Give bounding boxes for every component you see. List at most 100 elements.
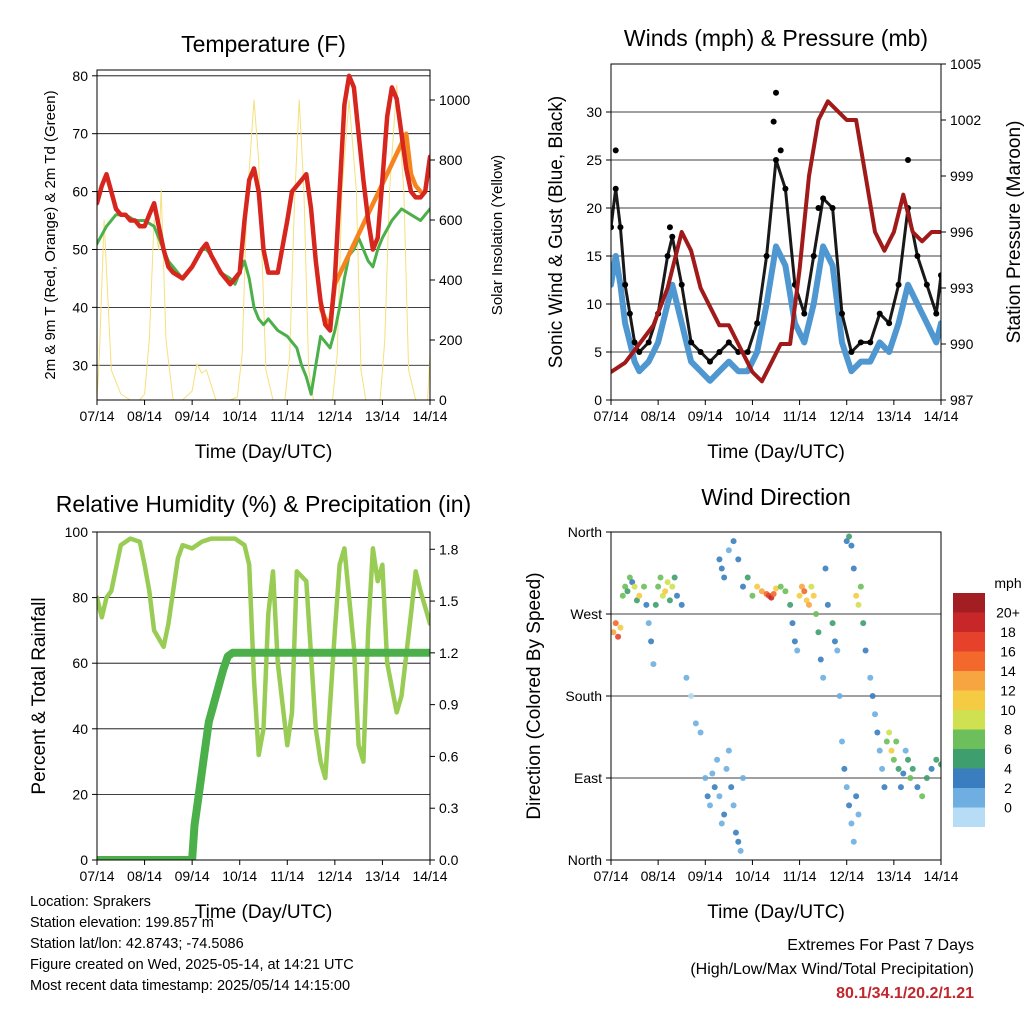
wind_direction-xtick-label: 13/14 <box>876 868 911 884</box>
direction-point <box>806 601 812 608</box>
wind_direction-ytick-label: North <box>568 524 602 540</box>
extremes-values: 80.1/34.1/20.2/1.21 <box>836 985 974 1002</box>
wind_direction-xtick-label: 07/14 <box>593 868 628 884</box>
direction-point <box>737 847 744 854</box>
direction-point <box>829 620 836 627</box>
direction-point <box>683 674 690 681</box>
winds-ytick-right-label: 987 <box>950 392 974 408</box>
direction-point <box>928 765 935 772</box>
direction-point <box>895 765 902 772</box>
direction-point <box>744 574 751 581</box>
legend-label: 16 <box>1000 644 1016 660</box>
wind_direction-xtick-label: 09/14 <box>688 868 723 884</box>
direction-point <box>624 588 631 595</box>
direction-point <box>860 620 867 627</box>
direction-point <box>629 579 636 586</box>
winds-series-pressure <box>611 99 941 384</box>
legend-swatch <box>953 788 985 808</box>
winds-xtick-label: 13/14 <box>876 408 911 424</box>
gust-max-point <box>905 157 911 163</box>
direction-point <box>836 693 843 699</box>
temperature-frame <box>96 69 431 401</box>
legend-label: 14 <box>1000 663 1016 679</box>
direction-point <box>801 588 808 595</box>
direction-point <box>641 583 647 590</box>
direction-point <box>846 802 853 809</box>
legend-label: 8 <box>1004 722 1012 738</box>
direction-point <box>831 638 838 645</box>
direction-point <box>645 620 652 627</box>
direction-point <box>626 574 633 581</box>
direction-point <box>782 588 789 595</box>
direction-point <box>615 633 622 640</box>
temperature-ytick-label: 80 <box>72 68 88 84</box>
legend-swatch <box>953 632 985 652</box>
temperature-series-solar <box>97 84 430 400</box>
winds-xlabel: Time (Day/UTC) <box>707 442 845 463</box>
temperature-ylabel-right: Solar Insolation (Yellow) <box>489 155 506 315</box>
humidity-series-precip <box>97 648 430 860</box>
direction-point <box>914 784 921 791</box>
temperature-ytick-label: 30 <box>72 357 88 373</box>
humidity-xtick-label: 09/14 <box>175 868 210 884</box>
direction-point <box>822 565 829 572</box>
temperature-chart: Temperature (F)3040506070800200400600800… <box>42 31 506 463</box>
gust-max-point <box>666 224 673 231</box>
direction-point <box>770 590 777 597</box>
humidity-ytick-right-label: 0.0 <box>439 852 459 868</box>
winds-ytick-right-label: 996 <box>950 224 974 240</box>
winds-ytick-label: 0 <box>594 392 602 408</box>
humidity-ytick-label: 60 <box>72 655 88 671</box>
direction-point <box>725 547 732 554</box>
direction-point <box>636 592 643 599</box>
temperature-xtick-label: 13/14 <box>365 408 400 424</box>
direction-point <box>735 556 742 563</box>
legend-label: 10 <box>1000 702 1016 718</box>
humidity-ytick-label: 80 <box>72 590 88 606</box>
direction-point <box>855 811 862 818</box>
direction-point <box>749 592 756 599</box>
direction-point <box>655 583 662 590</box>
direction-point <box>857 583 864 590</box>
winds-chart: Winds (mph) & Pressure (mb) 0 5 10 15 20 25 30 9… <box>546 25 1024 463</box>
humidity-ytick-right-label: 0.6 <box>439 748 459 764</box>
direction-point <box>716 556 723 563</box>
gust-max-point <box>770 118 777 125</box>
winds-xtick-label: 08/14 <box>641 408 676 424</box>
direction-point <box>843 538 850 545</box>
direction-point <box>900 770 907 777</box>
direction-point <box>612 620 619 627</box>
legend-swatch <box>953 729 985 749</box>
direction-point <box>702 775 709 781</box>
elevation-text: Station elevation: 199.857 m <box>30 915 214 931</box>
direction-point <box>923 775 930 781</box>
winds-ylabel-right: Station Pressure (Maroon) <box>1004 121 1024 344</box>
temperature-ytick-label: 60 <box>72 184 88 200</box>
winds-ylabel: Sonic Wind & Gust (Blue, Black) <box>546 96 567 368</box>
humidity-ytick-right-label: 0.9 <box>439 697 459 713</box>
direction-point <box>664 579 671 586</box>
direction-point <box>662 588 669 595</box>
direction-point <box>728 784 735 791</box>
direction-point <box>740 583 746 590</box>
direction-point <box>853 592 860 599</box>
winds-xtick-label: 07/14 <box>593 408 628 424</box>
direction-point <box>697 729 704 736</box>
location-text: Location: Sprakers <box>30 894 151 910</box>
winds-ytick-right-label: 999 <box>950 168 974 184</box>
winds-ytick-label: 20 <box>586 200 602 216</box>
humidity-series-rh <box>97 536 430 781</box>
direction-point <box>787 601 794 608</box>
direction-point <box>723 765 730 772</box>
humidity-xtick-label: 11/14 <box>270 868 304 884</box>
legend-swatch <box>953 651 985 671</box>
direction-point <box>850 565 857 572</box>
wind_direction-ytick-label: North <box>568 852 602 868</box>
wind_direction-xtick-label: 11/14 <box>783 868 817 884</box>
direction-point <box>824 601 831 608</box>
wind_direction-ytick-label: South <box>565 688 602 704</box>
direction-point <box>716 793 723 800</box>
direction-point <box>718 820 725 827</box>
direction-point <box>709 770 716 777</box>
